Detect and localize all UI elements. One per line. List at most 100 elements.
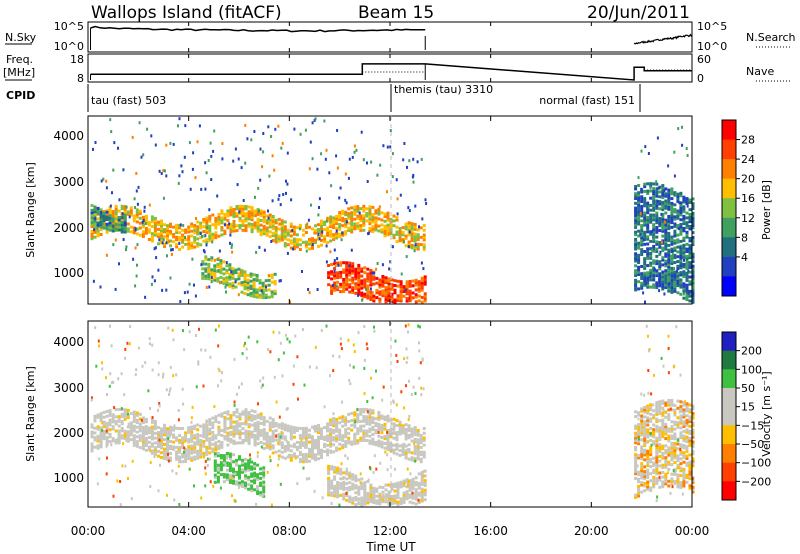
velocity-cell [351, 473, 355, 477]
power-scatter-cell [122, 168, 125, 172]
power-cell [350, 216, 354, 219]
power-scatter-cell [229, 241, 231, 245]
velocity-cell [383, 437, 387, 441]
power-scatter-cell [323, 119, 326, 123]
power-scatter-cell [178, 117, 181, 121]
power-scatter-cell [360, 130, 363, 134]
velocity-cell [377, 422, 381, 426]
velocity-cell [160, 434, 163, 438]
power-cell [688, 200, 692, 204]
velocity-cell [232, 481, 235, 485]
velocity-cell [414, 476, 418, 480]
velocity-scatter-cell [407, 323, 410, 327]
power-cell [311, 227, 314, 231]
velocity-cell [410, 451, 414, 455]
power-cell [99, 233, 103, 236]
velocity-scatter-cell [300, 438, 303, 442]
velocity-cell [643, 470, 647, 474]
velocity-cell [341, 417, 345, 421]
power-cell [419, 243, 423, 247]
power-scatter-cell [200, 263, 203, 267]
power-cell [359, 207, 363, 211]
power-cell [211, 232, 215, 236]
velocity-cell [381, 497, 385, 501]
power-cell [350, 228, 354, 231]
power-cell [655, 247, 659, 251]
power-cell [348, 290, 352, 294]
velocity-cell [181, 455, 185, 459]
power-cell [688, 208, 692, 212]
velocity-cell [342, 485, 346, 489]
velocity-cell [682, 444, 686, 447]
power-cell [399, 294, 403, 298]
power-cell [265, 226, 269, 230]
power-cell [202, 239, 206, 243]
power-cell [652, 223, 656, 227]
power-cell [371, 227, 375, 231]
velocity-cell [223, 423, 227, 427]
velocity-cell [640, 445, 644, 449]
power-cell [199, 243, 203, 247]
velocity-cell [262, 487, 266, 491]
velocity-scatter-cell [375, 467, 378, 471]
power-cell [634, 187, 638, 191]
velocity-cell [292, 426, 296, 430]
power-cell [259, 233, 263, 237]
power-cell [634, 216, 638, 220]
power-cell [410, 239, 414, 243]
velocity-cell [670, 448, 674, 452]
velocity-cell [196, 437, 200, 441]
power-cell [147, 221, 151, 225]
velocity-scatter-cell [650, 392, 653, 396]
power-scatter-cell [285, 191, 287, 195]
velocity-cell [190, 435, 194, 438]
power-scatter-cell [238, 210, 241, 214]
power-cell [422, 245, 426, 249]
velocity-cell [141, 428, 145, 432]
velocity-cell [679, 407, 683, 411]
velocity-cell [262, 428, 266, 431]
power-cell [274, 218, 278, 222]
velocity-cell [652, 433, 656, 436]
power-cell [244, 219, 248, 223]
velocity-cell [634, 469, 638, 473]
velocity-cell [327, 464, 331, 468]
power-scatter-cell [169, 276, 172, 280]
power-cell [395, 230, 399, 234]
power-cell [132, 216, 136, 220]
velocity-scatter-cell [157, 373, 160, 377]
velocity-cell [401, 443, 405, 447]
velocity-cell [377, 427, 381, 431]
power-cell [362, 219, 366, 223]
velocity-cell [147, 436, 151, 439]
velocity-cell [202, 425, 206, 429]
velocity-cell [295, 455, 299, 459]
power-cell [652, 240, 656, 244]
power-scatter-cell [255, 213, 258, 217]
power-cell [637, 215, 641, 219]
power-cell [141, 235, 145, 238]
velocity-cell [99, 438, 103, 442]
power-cell [652, 271, 656, 275]
power-cell [390, 300, 394, 304]
power-cell [640, 197, 644, 201]
velocity-cell [235, 473, 238, 477]
power-cell [207, 274, 211, 278]
x-tick-label: 20:00 [574, 524, 609, 538]
power-cell [259, 209, 263, 213]
velocity-scatter-cell [105, 376, 107, 380]
velocity-cell [132, 443, 136, 447]
power-scatter-cell [333, 269, 336, 273]
power-cell [670, 266, 674, 270]
velocity-scatter-cell [330, 502, 333, 505]
power-cell [345, 282, 349, 286]
power-cell [150, 225, 154, 228]
power-cell [688, 270, 692, 274]
power-cell [202, 230, 206, 233]
power-cell [223, 232, 227, 236]
power-scatter-cell [299, 132, 302, 136]
power-scatter-cell [114, 238, 117, 242]
velocity-cell [292, 454, 296, 458]
power-cell [417, 299, 421, 303]
power-cell [640, 207, 644, 211]
